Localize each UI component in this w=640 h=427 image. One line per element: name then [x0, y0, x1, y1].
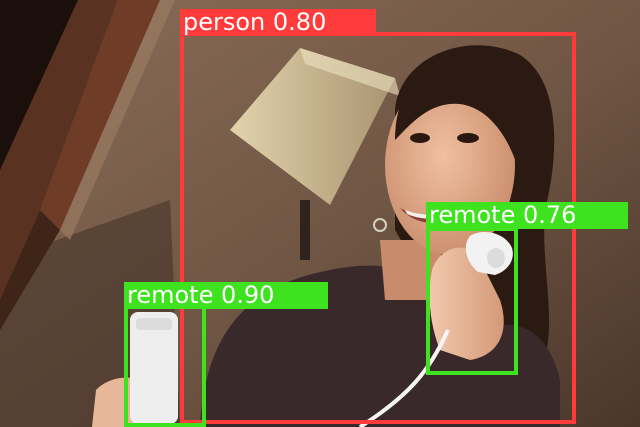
detection-box-remote-left: [124, 305, 206, 427]
detection-label-remote-right: remote 0.76: [426, 202, 628, 229]
detection-label-person: person 0.80: [180, 9, 376, 36]
detection-label-remote-left: remote 0.90: [124, 282, 328, 309]
detection-box-remote-right: [426, 227, 518, 375]
